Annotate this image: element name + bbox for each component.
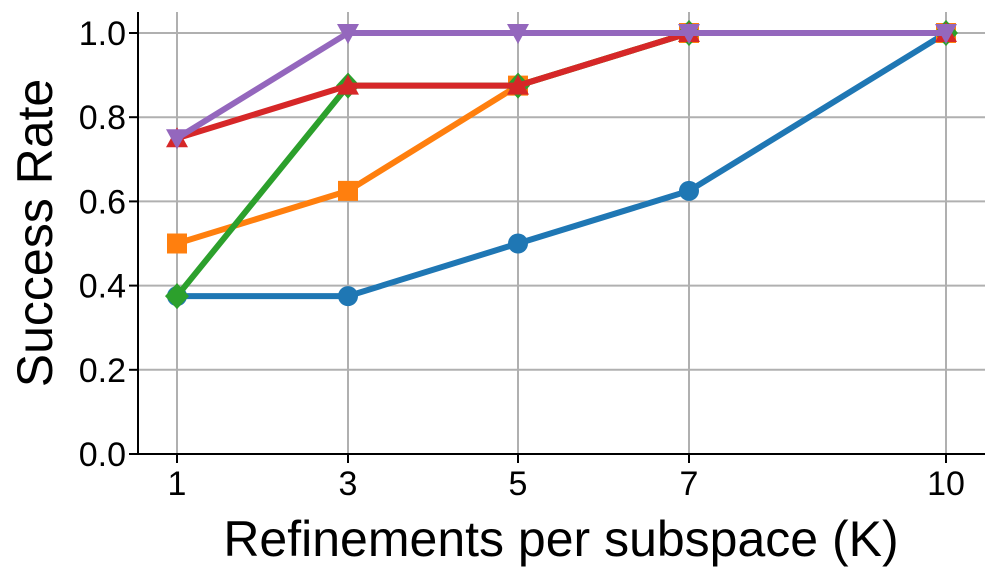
x-axis-label: Refinements per subspace (K) — [223, 511, 898, 567]
series-triangle-up — [166, 22, 957, 148]
series-line — [174, 30, 949, 142]
triangle-down-marker — [337, 24, 359, 44]
series — [165, 20, 958, 310]
triangle-down-marker — [935, 24, 957, 44]
square-marker — [338, 180, 358, 201]
series-line — [174, 30, 949, 142]
x-tick-label: 3 — [339, 465, 358, 503]
x-tick-label: 5 — [509, 465, 528, 503]
y-tick-label: 0.8 — [79, 99, 126, 137]
circle-marker — [338, 286, 358, 307]
square-marker — [167, 233, 187, 254]
triangle-down-marker — [507, 24, 529, 44]
triangle-down-marker — [678, 24, 700, 44]
circle-marker — [508, 233, 528, 254]
y-tick-label: 1.0 — [79, 15, 126, 53]
circle-marker — [679, 180, 699, 201]
y-tick-label: 0.6 — [79, 183, 126, 221]
triangle-up-marker — [507, 74, 529, 95]
series-triangle-down — [166, 24, 957, 150]
y-tick-label: 0.0 — [79, 436, 126, 474]
axes — [137, 12, 985, 455]
y-tick-label: 0.4 — [79, 268, 126, 306]
triangle-down-marker — [166, 129, 188, 150]
x-tick-label: 7 — [680, 465, 699, 503]
series-diamond — [165, 20, 958, 310]
tick-marks-and-labels: 1 3 5 7 10 0.0 0.2 0.4 0.6 0.8 1.0 — [79, 15, 965, 503]
y-axis-label: Success Rate — [7, 79, 63, 387]
triangle-up-marker — [337, 74, 359, 95]
diamond-marker — [165, 283, 189, 310]
x-tick-label: 10 — [927, 465, 965, 503]
x-tick-label: 1 — [168, 465, 187, 503]
y-tick-label: 0.2 — [79, 352, 126, 390]
series-square — [167, 23, 956, 254]
